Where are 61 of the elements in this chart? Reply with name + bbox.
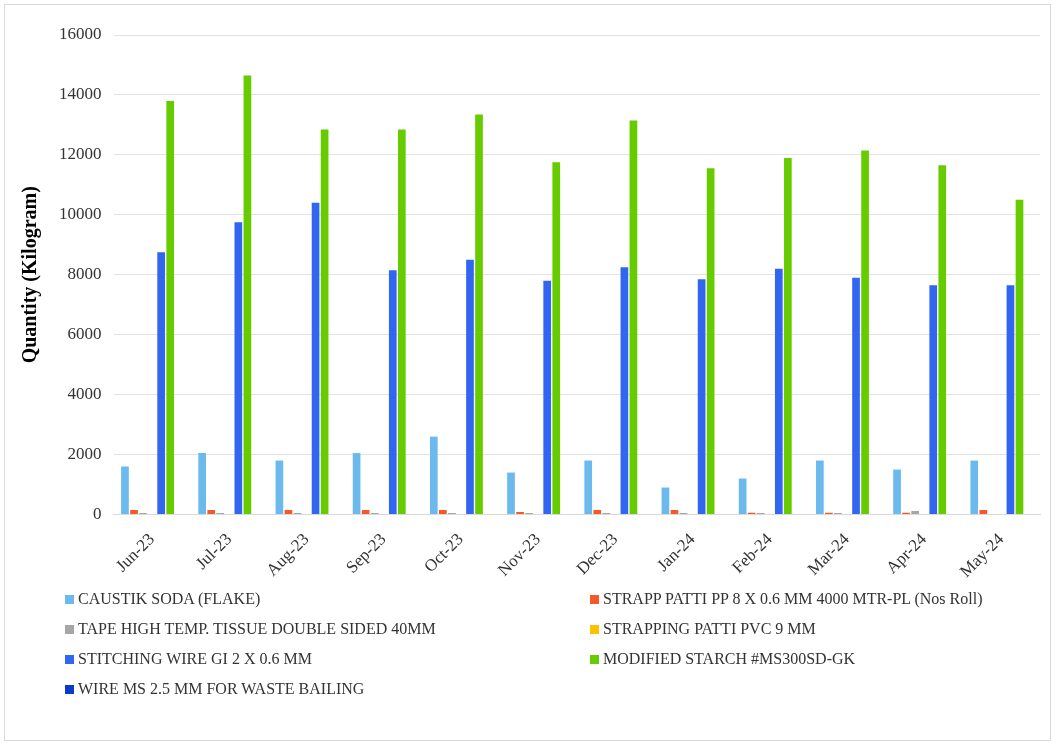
y-tick-label: 10000	[59, 204, 102, 224]
bar	[234, 222, 243, 515]
legend-label: CAUSTIK SODA (FLAKE)	[78, 590, 261, 608]
bar	[970, 460, 979, 515]
bar	[893, 469, 901, 515]
bar	[697, 279, 706, 515]
bar	[738, 478, 747, 515]
bar	[620, 267, 629, 515]
legend-label: MODIFIED STARCH #MS300SD-GK	[603, 650, 856, 668]
bar	[507, 472, 515, 515]
bar	[284, 510, 293, 515]
bar	[157, 252, 165, 515]
bar	[593, 510, 602, 515]
bar	[429, 436, 438, 515]
bar	[784, 157, 792, 515]
legend-label: TAPE HIGH TEMP. TISSUE DOUBLE SIDED 40MM	[78, 620, 436, 638]
legend-label: STRAPP PATTI PP 8 X 0.6 MM 4000 MTR-PL (Nos Roll)	[603, 590, 983, 608]
bar	[938, 165, 947, 515]
legend-label: WIRE MS 2.5 MM FOR WASTE BAILING	[78, 680, 365, 698]
bar	[629, 120, 638, 515]
bar	[816, 460, 824, 515]
bar	[121, 466, 129, 515]
bar	[320, 129, 329, 515]
legend-label: STRAPPING PATTI PVC 9 MM	[603, 620, 816, 638]
bar	[130, 510, 138, 515]
bar	[1015, 199, 1024, 515]
bar	[198, 453, 207, 515]
y-tick-label: 6000	[67, 324, 102, 344]
bar	[774, 268, 783, 515]
bar	[352, 453, 361, 515]
y-tick-label: 2000	[67, 444, 102, 464]
y-tick-label: 14000	[59, 84, 102, 104]
bar	[397, 129, 406, 515]
legend-label: STITCHING WIRE GI 2 X 0.6 MM	[78, 650, 312, 668]
bar	[388, 270, 397, 515]
bar	[552, 162, 561, 515]
bar	[911, 510, 919, 515]
y-tick-label: 12000	[59, 144, 102, 164]
y-tick-label: 4000	[67, 384, 102, 404]
bar	[275, 460, 284, 515]
bar	[861, 150, 869, 515]
bar	[361, 510, 370, 515]
bar	[852, 277, 860, 515]
bar	[475, 114, 483, 515]
bar	[584, 460, 593, 515]
bar	[670, 510, 679, 515]
bar	[166, 100, 175, 515]
bar	[439, 510, 447, 515]
bar	[207, 510, 216, 515]
bar	[243, 75, 252, 515]
bar	[466, 259, 474, 515]
bar	[929, 285, 938, 515]
bar	[979, 510, 988, 515]
y-tick-label: 0	[93, 503, 102, 523]
y-tick-label: 16000	[59, 24, 102, 44]
bar	[706, 168, 715, 515]
bar	[543, 280, 552, 515]
bar	[1006, 285, 1015, 515]
y-tick-label: 8000	[67, 264, 102, 284]
bar	[311, 202, 320, 515]
y-axis-title: Quantity (Kilogram)	[18, 186, 42, 364]
